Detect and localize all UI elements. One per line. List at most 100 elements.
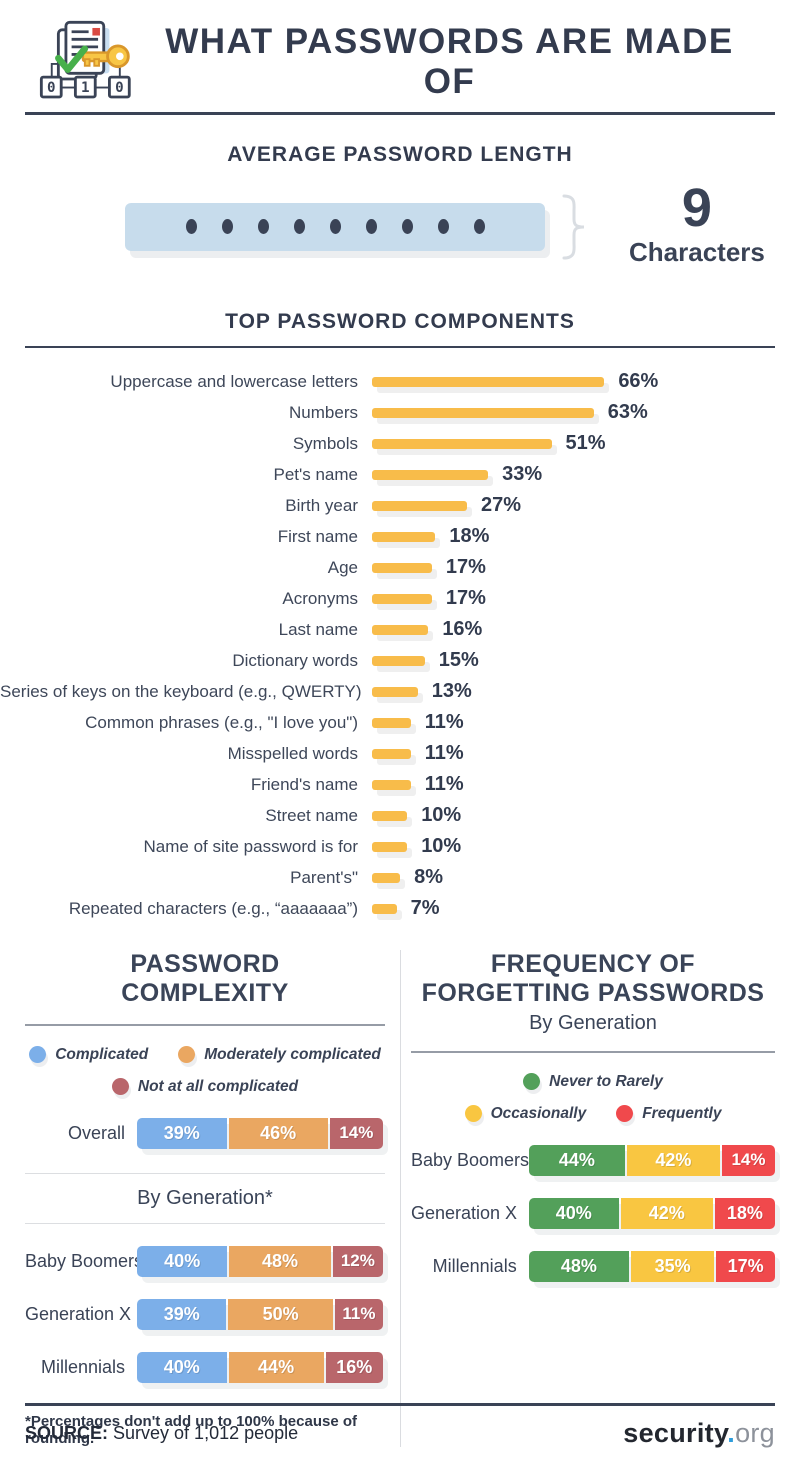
component-label: Street name bbox=[265, 805, 358, 825]
component-value: 17% bbox=[445, 587, 486, 609]
component-row: Numbers 63% bbox=[0, 397, 800, 428]
average-length-unit: Characters bbox=[629, 237, 765, 267]
svg-text:0: 0 bbox=[47, 80, 56, 96]
security-org-logo[interactable]: security.org bbox=[623, 1418, 775, 1448]
key-icon bbox=[81, 44, 130, 69]
bar-segment-never-to-rarely: 44% bbox=[529, 1144, 625, 1176]
component-value: 17% bbox=[445, 556, 486, 578]
top-components-title: TOP PASSWORD COMPONENTS bbox=[225, 310, 575, 333]
forgetting-frequency-panel: FREQUENCY OF FORGETTING PASSWORDS By Gen… bbox=[400, 950, 800, 1447]
bar-segment-complicated: 39% bbox=[137, 1117, 227, 1149]
password-dot bbox=[473, 219, 485, 234]
legend-label: Not at all complicated bbox=[137, 1077, 299, 1095]
component-value: 18% bbox=[449, 525, 490, 547]
component-row: Friend's name 11% bbox=[0, 769, 800, 800]
component-value: 13% bbox=[431, 680, 472, 702]
legend-dot bbox=[464, 1105, 482, 1122]
component-row: Birth year 27% bbox=[0, 490, 800, 521]
overall-bar-area: Overall 39% 46% 14% bbox=[25, 1117, 388, 1155]
stacked-bar: 40% 44% 16% bbox=[137, 1351, 383, 1383]
footer-divider bbox=[25, 1403, 775, 1406]
forgetting-subtitle: By Generation bbox=[529, 1011, 657, 1034]
component-row: Series of keys on the keyboard (e.g., QW… bbox=[0, 676, 800, 707]
source-line: SOURCE: Survey of 1,012 people bbox=[25, 1423, 298, 1444]
bar-segment-complicated: 40% bbox=[137, 1245, 228, 1277]
component-bar bbox=[372, 531, 436, 542]
component-row: Dictionary words 15% bbox=[0, 645, 800, 676]
bar-segment-occasionally: 42% bbox=[620, 1197, 713, 1229]
stacked-bar-row: Overall 39% 46% 14% bbox=[25, 1117, 388, 1155]
average-length-title: AVERAGE PASSWORD LENGTH bbox=[227, 143, 573, 166]
complexity-divider bbox=[25, 1023, 385, 1026]
legend-label: Never to Rarely bbox=[549, 1072, 663, 1090]
stacked-bar-row: Generation X 39% 50% 11% bbox=[25, 1298, 388, 1336]
stacked-bar: 44% 42% 14% bbox=[529, 1144, 775, 1176]
component-bar bbox=[372, 779, 411, 790]
component-value: 66% bbox=[618, 370, 659, 392]
stacked-bar-label: Millennials bbox=[40, 1356, 125, 1377]
bar-segment-not-at-all-complicated: 11% bbox=[334, 1298, 383, 1330]
average-password-length-section: AVERAGE PASSWORD LENGTH 9 Characters bbox=[0, 143, 800, 268]
stacked-bar-label: Generation X bbox=[411, 1202, 518, 1223]
stacked-bar-label: Baby Boomers bbox=[411, 1149, 530, 1170]
bar-segment-complicated: 39% bbox=[137, 1298, 227, 1330]
component-bar bbox=[372, 748, 411, 759]
legend-dot bbox=[523, 1073, 541, 1090]
component-value: 27% bbox=[481, 494, 522, 516]
component-value: 33% bbox=[502, 463, 543, 485]
bar-segment-occasionally: 42% bbox=[626, 1144, 720, 1176]
average-length-value: 9 bbox=[681, 178, 712, 238]
component-row: Uppercase and lowercase letters 66% bbox=[0, 366, 800, 397]
component-value: 11% bbox=[424, 711, 464, 733]
legend-item: Occasionally bbox=[464, 1105, 586, 1123]
legend-dot bbox=[178, 1046, 196, 1063]
component-bar bbox=[372, 872, 401, 883]
component-value: 10% bbox=[421, 804, 462, 826]
legend-item: Moderately complicated bbox=[178, 1046, 381, 1064]
source-text: Survey of 1,012 people bbox=[108, 1423, 299, 1443]
component-row: Parent's" 8% bbox=[0, 862, 800, 893]
component-bar bbox=[372, 562, 432, 573]
legend-item: Complicated bbox=[29, 1046, 148, 1064]
component-row: Age 17% bbox=[0, 552, 800, 583]
component-bar bbox=[372, 376, 605, 387]
component-label: Uppercase and lowercase letters bbox=[110, 371, 358, 391]
legend-label: Complicated bbox=[55, 1045, 149, 1063]
legend-label: Frequently bbox=[642, 1104, 722, 1122]
bar-segment-moderately-complicated: 50% bbox=[228, 1298, 333, 1330]
component-bar bbox=[372, 655, 425, 666]
legend-dot bbox=[29, 1046, 47, 1063]
component-label: Friend's name bbox=[250, 774, 358, 794]
component-bar bbox=[372, 438, 552, 449]
component-label: First name bbox=[277, 526, 358, 546]
stacked-bar: 39% 46% 14% bbox=[137, 1117, 383, 1149]
component-bar bbox=[372, 841, 408, 852]
stacked-bar-row: Generation X 40% 42% 18% bbox=[411, 1197, 780, 1235]
password-complexity-panel: PASSWORD COMPLEXITY Complicated Moderatel… bbox=[0, 950, 400, 1447]
legend-row: Occasionally Frequently bbox=[411, 1105, 775, 1123]
component-row: First name 18% bbox=[0, 521, 800, 552]
bar-segment-never-to-rarely: 48% bbox=[528, 1250, 630, 1282]
password-dot bbox=[365, 219, 377, 234]
header-divider bbox=[25, 112, 775, 115]
component-bar bbox=[372, 500, 468, 511]
component-label: Common phrases (e.g., "I love you") bbox=[85, 712, 358, 732]
password-dot bbox=[293, 219, 305, 234]
component-value: 10% bbox=[421, 835, 462, 857]
legend-dot bbox=[111, 1078, 129, 1095]
component-label: Series of keys on the keyboard (e.g., QW… bbox=[0, 681, 362, 701]
stacked-bar: 39% 50% 11% bbox=[137, 1298, 383, 1330]
stacked-bar-label: Baby Boomers bbox=[25, 1250, 144, 1271]
bar-segment-frequently: 17% bbox=[716, 1250, 775, 1282]
component-value: 63% bbox=[607, 401, 648, 423]
complexity-legend: Complicated Moderately complicated Not at … bbox=[25, 1046, 385, 1096]
legend-item: Never to Rarely bbox=[523, 1073, 663, 1091]
component-label: Acronyms bbox=[282, 588, 358, 608]
bar-segment-not-at-all-complicated: 12% bbox=[332, 1245, 383, 1277]
component-row: Symbols 51% bbox=[0, 428, 800, 459]
stacked-bar-row: Baby Boomers 40% 48% 12% bbox=[25, 1245, 388, 1283]
component-bar bbox=[372, 686, 418, 697]
component-row: Acronyms 17% bbox=[0, 583, 800, 614]
bar-segment-never-to-rarely: 40% bbox=[529, 1197, 619, 1229]
forgetting-divider bbox=[411, 1050, 775, 1053]
